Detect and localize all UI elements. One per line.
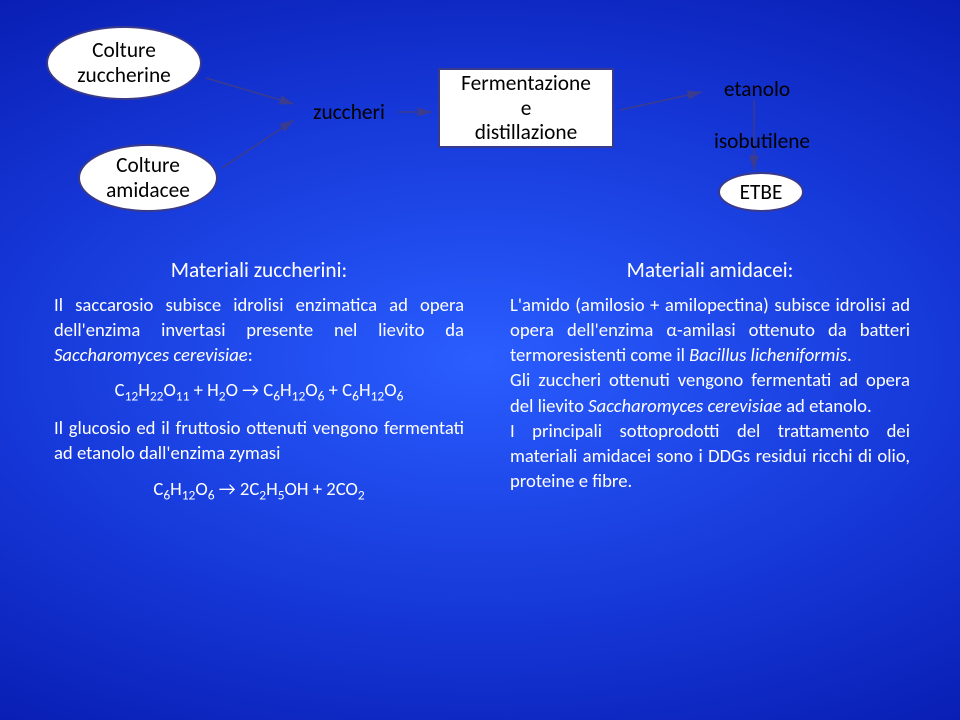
node-text: amidacee bbox=[106, 178, 190, 203]
node-fermentazione: Fermentazione e distillazione bbox=[438, 68, 614, 148]
node-text: Fermentazione bbox=[461, 71, 591, 96]
slide-stage: Colture zuccherine Colture amidacee zucc… bbox=[0, 0, 960, 720]
section-paragraph: L'amido (amilosio + amilopectina) subisc… bbox=[510, 293, 910, 369]
section-header: Materiali amidacei: bbox=[510, 256, 910, 285]
chem-equation: C12H22O11 + H2O → C6H12O6 + C6H12O6 bbox=[54, 378, 464, 406]
node-colture-amidacee: Colture amidacee bbox=[78, 144, 218, 212]
text-run: . bbox=[847, 344, 852, 367]
chem-equation: C6H12O6 → 2C2H5OH + 2CO2 bbox=[54, 477, 464, 505]
text-italic: Bacillus licheniformis bbox=[689, 344, 847, 367]
node-text: etanolo bbox=[724, 76, 790, 102]
node-text: e bbox=[461, 96, 591, 121]
node-text: distillazione bbox=[461, 120, 591, 145]
text-italic: Saccharomyces cerevisiae bbox=[588, 395, 782, 418]
node-text: Colture bbox=[106, 153, 190, 178]
section-amidacei: Materiali amidacei: L'amido (amilosio + … bbox=[510, 256, 910, 494]
node-isobutilene: isobutilene bbox=[702, 128, 822, 154]
section-zuccherini: Materiali zuccherini: Il saccarosio subi… bbox=[54, 256, 464, 515]
node-etbe: ETBE bbox=[718, 172, 804, 212]
node-text: zuccheri bbox=[313, 99, 385, 125]
text-run: Il saccarosio subisce idrolisi enzimatic… bbox=[54, 294, 464, 342]
node-text: zuccherine bbox=[77, 63, 171, 88]
text-italic: Saccharomyces cerevisiae bbox=[54, 344, 248, 367]
node-colture-zuccherine: Colture zuccherine bbox=[46, 26, 202, 100]
section-paragraph: Il glucosio ed il fruttosio ottenuti ven… bbox=[54, 416, 464, 466]
section-paragraph: I principali sottoprodotti del trattamen… bbox=[510, 419, 910, 495]
text-run: : bbox=[248, 344, 253, 367]
node-text: Colture bbox=[77, 38, 171, 63]
node-text: ETBE bbox=[740, 180, 783, 205]
section-header: Materiali zuccherini: bbox=[54, 256, 464, 285]
section-paragraph: Gli zuccheri ottenuti vengono fermentati… bbox=[510, 368, 910, 418]
node-etanolo: etanolo bbox=[712, 76, 802, 102]
section-paragraph: Il saccarosio subisce idrolisi enzimatic… bbox=[54, 293, 464, 369]
node-text: isobutilene bbox=[714, 128, 810, 154]
node-zuccheri: zuccheri bbox=[304, 98, 394, 126]
text-run: ad etanolo. bbox=[782, 395, 872, 418]
